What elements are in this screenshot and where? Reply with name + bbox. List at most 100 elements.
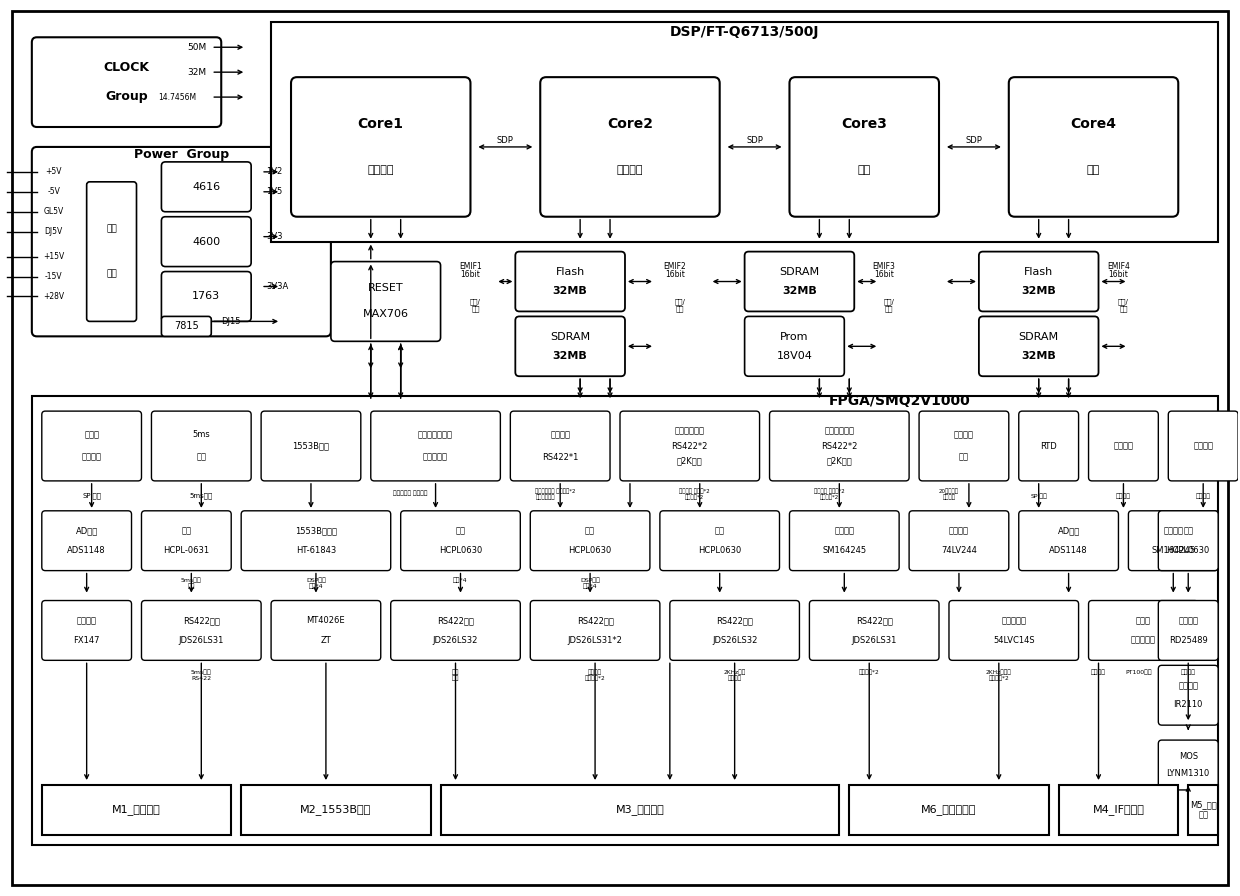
FancyBboxPatch shape [1089,411,1158,481]
Text: HCPL0630: HCPL0630 [698,546,742,555]
Text: M1_电源接口: M1_电源接口 [112,805,161,815]
FancyBboxPatch shape [241,511,391,571]
Text: MT4026E: MT4026E [306,616,345,625]
Text: 16bit: 16bit [460,270,480,279]
Text: 标定: 标定 [1087,165,1100,175]
Bar [32,396,1218,845]
Text: SDRAM: SDRAM [551,332,590,341]
Text: RS422*1: RS422*1 [542,452,578,461]
Text: JDS26LS31: JDS26LS31 [852,635,897,644]
Text: RESET: RESET [368,283,403,294]
FancyBboxPatch shape [32,38,221,127]
Text: 调试: 调试 [451,669,459,675]
Text: 3V3A: 3V3A [267,282,289,291]
Text: 三线制: 三线制 [1136,616,1151,625]
Text: Core2: Core2 [606,117,653,131]
Text: JDS26LS31*2: JDS26LS31*2 [568,635,622,644]
Text: 光耦: 光耦 [1183,527,1193,536]
Text: 16bit: 16bit [1109,270,1128,279]
Text: 调试串口发送 高串发送*2: 调试串口发送 高串发送*2 [534,488,575,494]
Text: 高串发送*2: 高串发送*2 [820,494,839,500]
FancyBboxPatch shape [531,600,660,660]
Text: 5ms频标: 5ms频标 [181,578,202,583]
Text: SM164245: SM164245 [822,546,867,555]
Text: 使能、复位: 使能、复位 [423,452,448,461]
Text: 同步信号: 同步信号 [942,494,956,500]
Text: GL5V: GL5V [43,207,64,216]
Text: 调试串口接收: 调试串口接收 [536,494,556,500]
Text: 16bit: 16bit [665,270,684,279]
Text: Core4: Core4 [1070,117,1116,131]
Text: DSP状态: DSP状态 [306,578,326,583]
Text: 高串接收 非隔离*2: 高串接收 非隔离*2 [813,488,844,494]
Text: -15V: -15V [45,272,62,281]
Text: 复位/: 复位/ [1118,298,1128,305]
FancyBboxPatch shape [161,217,252,267]
FancyBboxPatch shape [919,411,1009,481]
Text: 光耦: 光耦 [585,527,595,536]
Text: 5ms频标: 5ms频标 [190,493,213,499]
Text: 1V2: 1V2 [267,168,283,177]
Text: FPGA/SMQ2V1000: FPGA/SMQ2V1000 [828,394,970,409]
Text: 地址、数据 控制信号: 地址、数据 控制信号 [393,490,428,495]
Text: SM164245: SM164245 [1151,546,1195,555]
Text: MAX706: MAX706 [363,309,409,319]
Text: 中断: 中断 [1120,306,1127,312]
Bar [272,22,1218,242]
Text: 电机控制: 电机控制 [1193,442,1213,451]
FancyBboxPatch shape [42,411,141,481]
Text: M5_电机
接口: M5_电机 接口 [1190,800,1216,820]
Text: RS422接收: RS422接收 [436,616,474,625]
Text: Power  Group: Power Group [134,149,229,161]
Text: 18V04: 18V04 [776,351,812,361]
Text: 1553B处理器: 1553B处理器 [295,527,337,536]
Text: 电平驱动: 电平驱动 [1163,527,1183,536]
Text: 32MB: 32MB [1022,286,1056,297]
FancyBboxPatch shape [1158,740,1218,790]
Text: 14.7456M: 14.7456M [159,92,196,101]
Text: SDP: SDP [746,136,763,145]
Text: RS422发送: RS422发送 [182,616,219,625]
Bar [440,785,839,835]
Text: RS422接收: RS422接收 [717,616,753,625]
FancyBboxPatch shape [141,511,231,571]
Text: 加表脉冲: 加表脉冲 [954,430,973,439]
Text: 及2K同步: 及2K同步 [826,457,852,466]
Text: 电压、: 电压、 [84,430,99,439]
Text: 采集高速串口: 采集高速串口 [825,426,854,435]
FancyBboxPatch shape [291,77,470,217]
Bar [1188,785,1218,835]
Text: 32MB: 32MB [553,351,588,361]
Text: HT-61843: HT-61843 [296,546,336,555]
FancyBboxPatch shape [1128,511,1218,571]
Text: RTD: RTD [1040,442,1056,451]
Text: 1V5: 1V5 [267,187,283,196]
FancyBboxPatch shape [1158,600,1218,660]
Text: 串口: 串口 [451,676,459,681]
Text: M2_1553B接口: M2_1553B接口 [300,805,372,815]
Text: +15V: +15V [43,252,64,261]
Text: SDRAM: SDRAM [1018,332,1059,341]
Text: 32M: 32M [187,68,206,77]
Text: SDP: SDP [497,136,513,145]
FancyBboxPatch shape [744,252,854,312]
Text: 5ms: 5ms [192,430,210,439]
Text: 电机控制: 电机控制 [616,165,644,175]
Text: ZT: ZT [320,635,331,644]
FancyBboxPatch shape [770,411,909,481]
Text: 输出*4: 输出*4 [583,584,598,590]
Text: 网络: 网络 [107,270,117,279]
Text: EMIF1: EMIF1 [459,262,482,271]
Text: LYNM1310: LYNM1310 [1167,769,1210,778]
Text: HCPL0630: HCPL0630 [1167,546,1210,555]
Text: Flash: Flash [556,267,585,277]
Text: JDS26LS31: JDS26LS31 [179,635,224,644]
Text: 光耦: 光耦 [181,527,191,536]
Text: 电机驱动: 电机驱动 [1195,493,1210,499]
FancyBboxPatch shape [978,252,1099,312]
FancyBboxPatch shape [949,600,1079,660]
Text: 54LVC14S: 54LVC14S [993,635,1034,644]
FancyBboxPatch shape [1168,411,1238,481]
FancyBboxPatch shape [620,411,760,481]
Text: M6_采集板接口: M6_采集板接口 [921,805,977,815]
